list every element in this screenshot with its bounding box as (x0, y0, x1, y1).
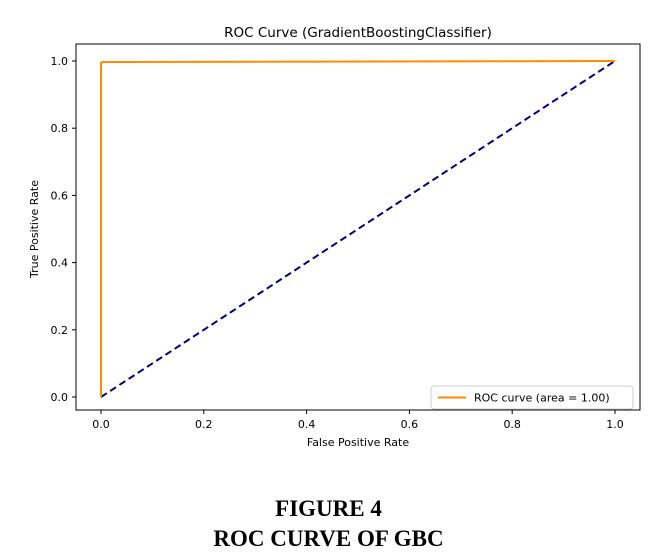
y-tick-label: 1.0 (51, 55, 69, 68)
x-tick-label: 0.4 (298, 418, 316, 431)
x-tick-label: 0.0 (92, 418, 110, 431)
x-axis-ticks: 0.0 0.2 0.4 0.6 0.8 1.0 (92, 410, 624, 431)
series-layer (100, 60, 616, 398)
legend-label-roc-curve: ROC curve (area = 1.00) (474, 392, 610, 405)
roc-curve-line (100, 60, 616, 397)
roc-chart: ROC Curve (GradientBoostingClassifier) F… (28, 25, 641, 449)
x-tick-label: 0.8 (503, 418, 521, 431)
plot-frame (75, 43, 641, 411)
figure-caption: ROC CURVE OF GBC (213, 526, 444, 551)
legend: ROC curve (area = 1.00) (430, 385, 634, 410)
figure-number: FIGURE 4 (275, 496, 382, 521)
y-tick-label: 0.6 (51, 189, 69, 202)
x-axis-label: False Positive Rate (307, 436, 409, 449)
chance-diagonal-line (100, 60, 616, 398)
y-tick-label: 0.2 (51, 324, 69, 337)
y-axis-ticks: 0.0 0.2 0.4 0.6 0.8 1.0 (51, 55, 76, 404)
chart-title: ROC Curve (GradientBoostingClassifier) (224, 25, 492, 41)
y-tick-label: 0.4 (51, 257, 69, 270)
y-tick-label: 0.8 (51, 122, 69, 135)
legend-box (430, 385, 634, 410)
y-axis-label: True Positive Rate (28, 180, 41, 279)
y-tick-label: 0.0 (51, 391, 69, 404)
x-tick-label: 0.2 (195, 418, 213, 431)
x-tick-label: 0.6 (401, 418, 419, 431)
x-tick-label: 1.0 (606, 418, 624, 431)
